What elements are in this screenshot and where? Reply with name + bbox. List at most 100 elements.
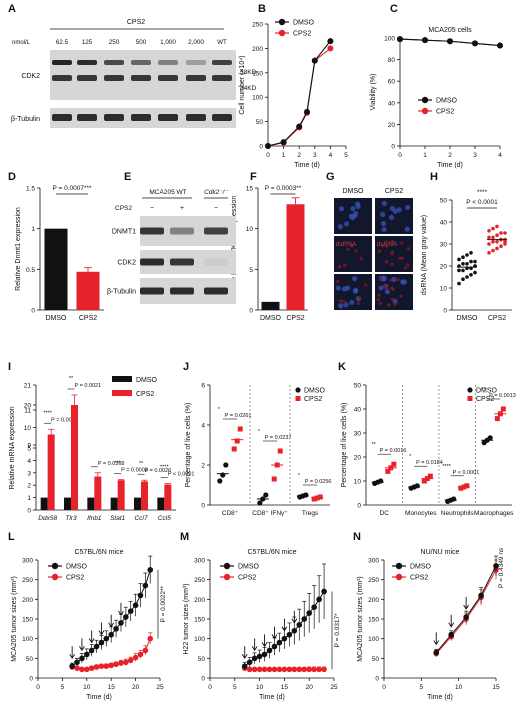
blot-a-lane-label: 250 (109, 39, 120, 46)
panel-letter-h: H (430, 171, 438, 183)
blot-a-band-upper (212, 60, 232, 65)
scatter-point (495, 240, 499, 244)
dsrna-spot (393, 302, 397, 306)
data-point (321, 588, 327, 595)
y-tick-label: 50 (440, 198, 448, 205)
data-point (296, 666, 303, 673)
scatter-point (217, 478, 223, 484)
nucleus (381, 275, 387, 281)
significance-stars: * (409, 454, 412, 460)
nucleus (391, 276, 397, 283)
y-tick-label: 60 (388, 79, 396, 86)
y-tick-label: 100 (252, 95, 263, 102)
legend-label: CPS2 (410, 575, 428, 582)
blot-a-band-tubulin (212, 114, 232, 121)
treatment-arrow (448, 614, 455, 628)
y-tick-label: 5 (249, 267, 253, 274)
data-point (311, 57, 318, 64)
treatment-arrow (261, 634, 268, 648)
nucleus (353, 288, 359, 294)
data-point (118, 660, 124, 666)
y-tick-label: 250 (22, 577, 33, 584)
significance-stars: ** (69, 376, 74, 382)
dsrna-spot (379, 277, 383, 281)
p-value-label: P = 0.0001 (51, 417, 78, 423)
x-tick-label: 10 (83, 684, 91, 691)
y-tick-label: 50 (354, 383, 362, 390)
blot-e-treat-mark: − (150, 205, 154, 212)
data-point (261, 651, 268, 658)
nucleus (338, 303, 344, 309)
y-axis-label: Percentage of live cells (%) (185, 403, 192, 488)
nucleus (405, 204, 411, 210)
data-point (142, 582, 149, 589)
data-point (246, 659, 253, 666)
data-point (327, 45, 334, 52)
treatment-arrow (108, 614, 115, 628)
scatter-point (487, 235, 491, 240)
x-tick-label: 20 (306, 684, 314, 691)
data-point (84, 666, 90, 673)
blot-a-band-tubulin (77, 114, 97, 121)
blot-e-row-label: CDK2 (117, 260, 136, 267)
data-point (123, 614, 129, 620)
data-point (397, 36, 403, 43)
y-tick-label: 21 (24, 383, 32, 390)
x-category-label: Ddx58 (38, 515, 57, 522)
blot-a-band-lower (158, 75, 178, 81)
data-point (142, 647, 149, 654)
legend-label: DMSO (476, 388, 498, 395)
treatment-arrow (271, 626, 278, 640)
blot-a-band-upper (158, 60, 178, 65)
y-tick-label: 80 (388, 57, 396, 64)
blot-a-band-upper (131, 60, 151, 65)
y-tick-label: 0 (29, 676, 33, 683)
nucleus (381, 200, 387, 207)
scatter-point (461, 277, 465, 282)
y-tick-label: 2 (201, 463, 205, 470)
significance-stars: ** (139, 461, 144, 467)
bar-cps2 (117, 480, 125, 510)
scatter-point (469, 273, 473, 277)
y-tick-label: 0 (31, 308, 35, 315)
blot-a-row-label: β-Tubulin (11, 116, 40, 123)
significance-stars: ** (372, 442, 377, 448)
panel-letter-g: G (326, 171, 335, 183)
legend-swatch (112, 376, 132, 382)
blot-e-col-label: MCA205 WT (149, 189, 186, 196)
legend-label: DMSO (436, 98, 458, 105)
bar (286, 204, 305, 310)
x-category-label: Macrophages (474, 510, 514, 517)
legend-marker (295, 396, 301, 401)
scatter-point (487, 242, 491, 246)
x-tick-label: 4 (329, 152, 333, 159)
significance-stars: **** (477, 189, 488, 196)
x-category-label: DC (380, 510, 390, 517)
data-point (108, 662, 114, 669)
y-tick-label: 1.5 (26, 186, 35, 193)
y-axis-label: Relative MMERVK10C expression (231, 196, 238, 303)
y-tick-label: 300 (368, 558, 379, 565)
y-tick-label: 3 (27, 470, 31, 477)
data-point (88, 665, 95, 671)
data-point (304, 108, 310, 115)
scatter-point (391, 461, 397, 467)
data-point (296, 622, 303, 628)
scatter-point (487, 251, 491, 255)
treatment-arrow (291, 610, 298, 624)
y-tick-label: 2 (27, 483, 31, 490)
x-axis-label: Time (d) (294, 162, 320, 169)
y-tick-label: 10 (440, 286, 448, 293)
dsrna-spot (342, 300, 346, 304)
data-point (422, 37, 428, 44)
data-point (316, 666, 322, 673)
y-tick-label: 250 (252, 22, 263, 29)
y-tick-label: 30 (440, 242, 448, 249)
scatter-point (427, 473, 433, 479)
scatter-point (231, 446, 237, 452)
scatter-point (457, 268, 461, 273)
p-value-label: P = 0.0016 (380, 448, 407, 454)
data-point (103, 663, 110, 669)
chart-title: C57BL/6N mice (247, 549, 296, 556)
